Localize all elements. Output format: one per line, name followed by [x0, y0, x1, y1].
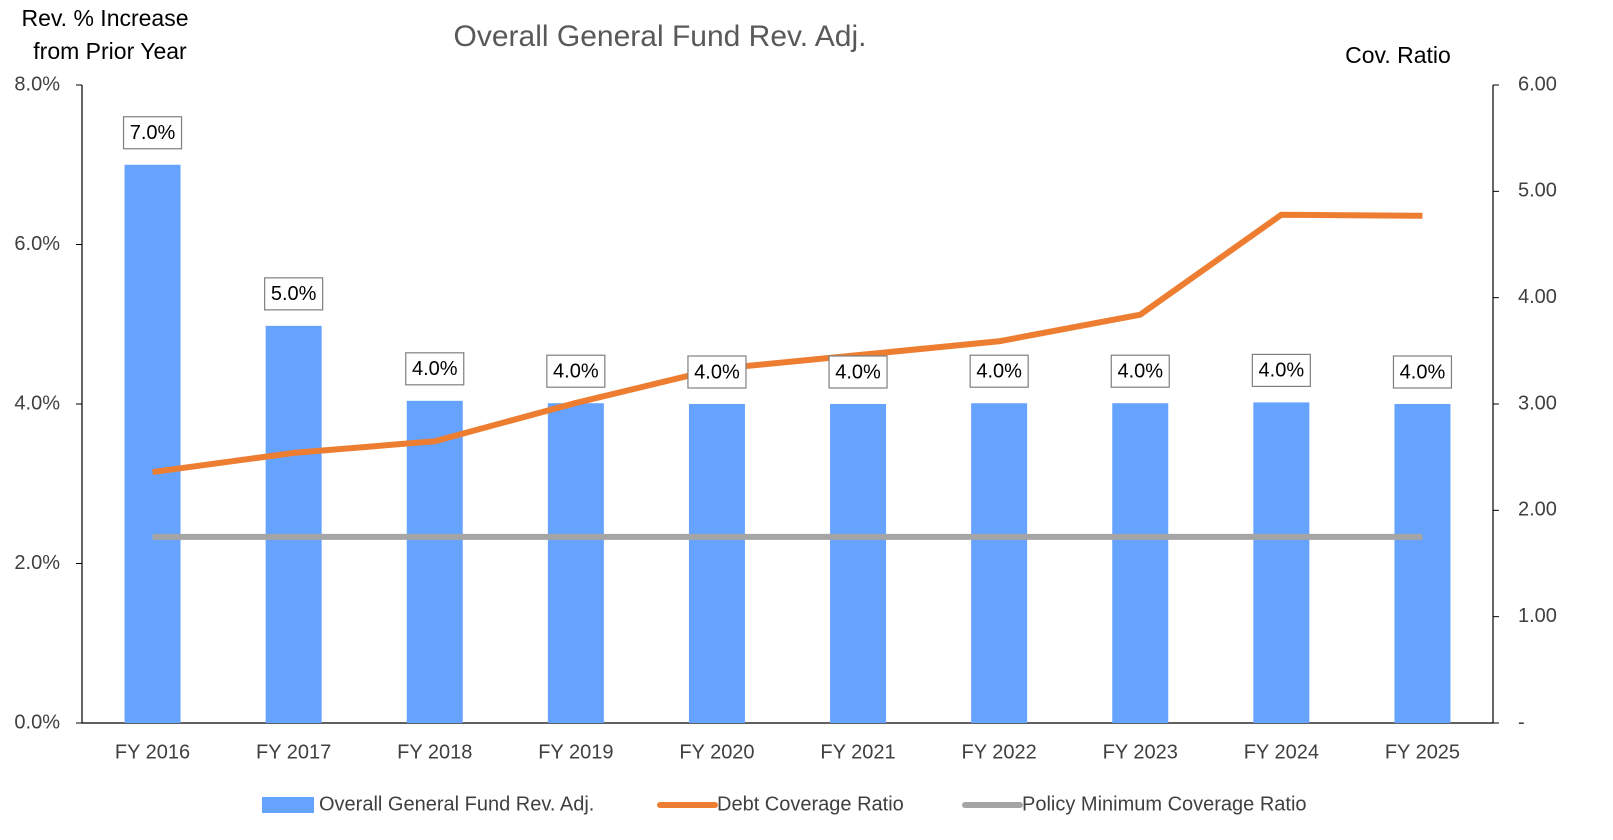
y-tick-label: 4.0% [14, 392, 60, 414]
data-label: 4.0% [835, 361, 881, 383]
y2-tick-label: 1.00 [1518, 605, 1557, 627]
y-tick-label: 8.0% [14, 73, 60, 95]
y2-tick-label: 2.00 [1518, 499, 1557, 521]
bar [547, 403, 604, 723]
bar [124, 164, 181, 723]
x-tick-label: FY 2017 [256, 741, 331, 763]
y2-axis-title: Cov. Ratio [1345, 42, 1451, 68]
bar [971, 403, 1028, 723]
y2-tick-label: 4.00 [1518, 286, 1557, 308]
data-label: 4.0% [1117, 360, 1163, 382]
data-label-box [828, 355, 888, 389]
bar [1253, 402, 1310, 723]
data-label-box [1392, 355, 1453, 389]
bar [688, 404, 745, 723]
x-tick-label: FY 2023 [1103, 741, 1178, 763]
line [152, 211, 1423, 476]
y2-tick-label: 3.00 [1518, 392, 1557, 414]
chart-title: Overall General Fund Rev. Adj. [454, 20, 867, 53]
y2-tick-label: 5.00 [1518, 180, 1557, 202]
y-tick-label: 6.0% [14, 233, 60, 255]
y2-tick-label: - [1518, 711, 1525, 733]
y-axis-title: from Prior Year [33, 38, 187, 64]
data-label-box [1110, 354, 1170, 388]
data-label-box [546, 354, 606, 388]
bar [1394, 404, 1451, 723]
legend-label: Overall General Fund Rev. Adj. [319, 793, 594, 815]
data-label-box [687, 355, 747, 389]
bar [265, 325, 322, 723]
y-axis-title: Rev. % Increase [21, 5, 188, 31]
bar [406, 400, 463, 723]
legend-label: Policy Minimum Coverage Ratio [1022, 793, 1307, 815]
data-label: 4.0% [1400, 361, 1446, 383]
data-label-box [405, 352, 465, 386]
bar [830, 404, 887, 723]
data-label: 4.0% [694, 361, 740, 383]
x-tick-label: FY 2018 [397, 741, 472, 763]
bar [1112, 403, 1169, 723]
data-label: 4.0% [976, 360, 1022, 382]
data-label: 7.0% [130, 122, 176, 144]
x-tick-label: FY 2020 [679, 741, 754, 763]
data-label-box [264, 277, 324, 311]
y-tick-label: 2.0% [14, 552, 60, 574]
data-label-box [969, 354, 1029, 388]
y-tick-label: 0.0% [14, 711, 60, 733]
legend-label: Debt Coverage Ratio [717, 793, 904, 815]
x-tick-label: FY 2019 [538, 741, 613, 763]
x-tick-label: FY 2025 [1385, 741, 1460, 763]
data-label: 4.0% [553, 360, 599, 382]
data-label: 4.0% [412, 358, 458, 380]
data-label: 4.0% [1259, 360, 1305, 382]
data-label-box [122, 116, 183, 150]
data-label-box [1251, 353, 1311, 388]
x-tick-label: FY 2016 [115, 741, 190, 763]
x-tick-label: FY 2024 [1244, 741, 1319, 763]
x-tick-label: FY 2021 [820, 741, 895, 763]
y2-tick-label: 6.00 [1518, 73, 1557, 95]
x-tick-label: FY 2022 [962, 741, 1037, 763]
legend-swatch [262, 797, 314, 813]
data-label: 5.0% [271, 283, 317, 305]
